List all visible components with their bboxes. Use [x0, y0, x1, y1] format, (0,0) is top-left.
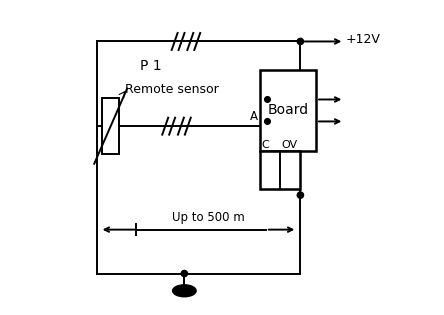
Bar: [102, 98, 119, 154]
Text: A: A: [250, 110, 258, 123]
Circle shape: [265, 97, 270, 102]
Text: Up to 500 m: Up to 500 m: [171, 211, 244, 224]
Text: P 1: P 1: [140, 59, 162, 73]
Circle shape: [265, 119, 270, 124]
Circle shape: [181, 270, 187, 277]
Circle shape: [297, 38, 304, 45]
Text: Remote sensor: Remote sensor: [125, 83, 218, 96]
Ellipse shape: [173, 285, 196, 297]
Bar: [260, 151, 301, 189]
Text: C: C: [261, 140, 269, 150]
Bar: [260, 70, 316, 151]
Text: OV: OV: [281, 140, 298, 150]
Circle shape: [297, 192, 304, 198]
Text: Board: Board: [267, 103, 309, 117]
Text: +12V: +12V: [346, 33, 381, 46]
